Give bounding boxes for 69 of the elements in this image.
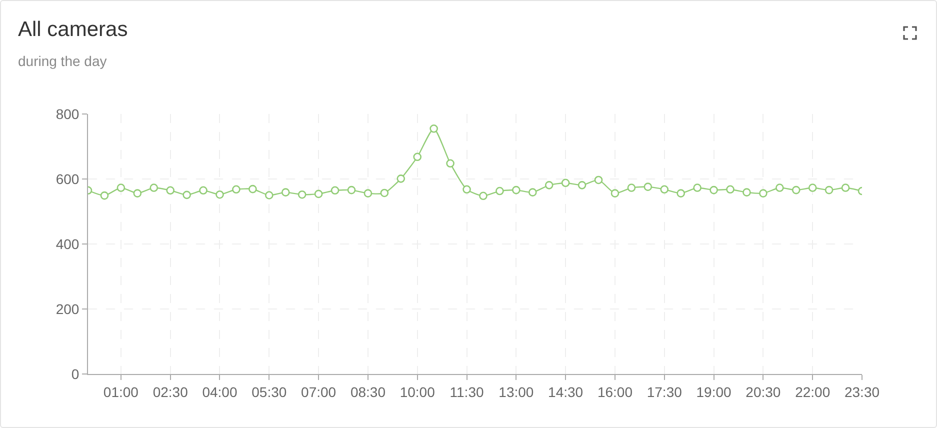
point [298, 190, 306, 199]
point [347, 186, 356, 194]
point [496, 186, 504, 196]
x-tick-label: 05:30 [252, 384, 287, 400]
point [824, 186, 834, 194]
point [544, 181, 554, 190]
point [281, 188, 290, 196]
x-tick-label: 02:30 [152, 384, 188, 400]
x-tick-label: 07:00 [301, 384, 336, 400]
point [644, 182, 652, 191]
point [364, 189, 372, 198]
point [430, 124, 438, 133]
point [693, 184, 702, 192]
point [726, 185, 734, 194]
y-tick-label: 400 [56, 236, 80, 252]
point [792, 186, 800, 194]
x-tick-label: 22:00 [795, 384, 830, 400]
point [150, 184, 158, 192]
point [594, 176, 603, 184]
point [100, 191, 109, 200]
point [808, 184, 817, 192]
y-tick-label: 600 [56, 170, 80, 187]
point [627, 184, 636, 192]
point [610, 189, 620, 198]
x-tick-label: 01:00 [103, 384, 139, 400]
point [330, 186, 340, 195]
y-tick-label: 800 [56, 106, 80, 122]
point [116, 184, 126, 192]
x-tick-label: 08:30 [350, 384, 386, 400]
x-tick-label: 17:30 [646, 384, 682, 400]
point [676, 189, 685, 198]
x-tick-label: 16:00 [597, 384, 633, 400]
point [133, 189, 142, 198]
y-tick-label: 200 [56, 300, 80, 317]
x-tick-label: 20:30 [746, 384, 781, 400]
point [710, 186, 718, 194]
point [248, 184, 257, 194]
point [660, 185, 669, 194]
point [232, 185, 240, 194]
x-tick-label: 10:00 [400, 384, 436, 400]
point [199, 186, 208, 195]
point [413, 152, 422, 162]
x-tick-label: 23:30 [844, 384, 880, 400]
point [841, 184, 850, 192]
point [561, 178, 570, 188]
point [216, 190, 224, 199]
point [528, 188, 537, 196]
point [479, 192, 488, 200]
x-tick-label: 14:30 [548, 384, 584, 400]
point [166, 186, 174, 195]
point [776, 184, 784, 192]
x-tick-label: 11:30 [450, 384, 484, 400]
chart-title: All cameras [18, 18, 128, 42]
point [265, 191, 274, 200]
point [182, 190, 191, 200]
point [314, 190, 323, 198]
x-tick-label: 13:00 [498, 384, 534, 400]
point [380, 188, 389, 198]
point [462, 185, 471, 194]
y-tick-label: 0 [71, 366, 80, 382]
chart-subtitle: during the day [18, 53, 107, 69]
point [446, 159, 454, 168]
point [396, 174, 406, 183]
x-tick-label: 04:00 [202, 384, 238, 400]
point [759, 189, 768, 198]
point [742, 188, 751, 196]
x-tick-label: 19:00 [696, 384, 732, 400]
point [578, 181, 586, 190]
point [512, 186, 520, 194]
